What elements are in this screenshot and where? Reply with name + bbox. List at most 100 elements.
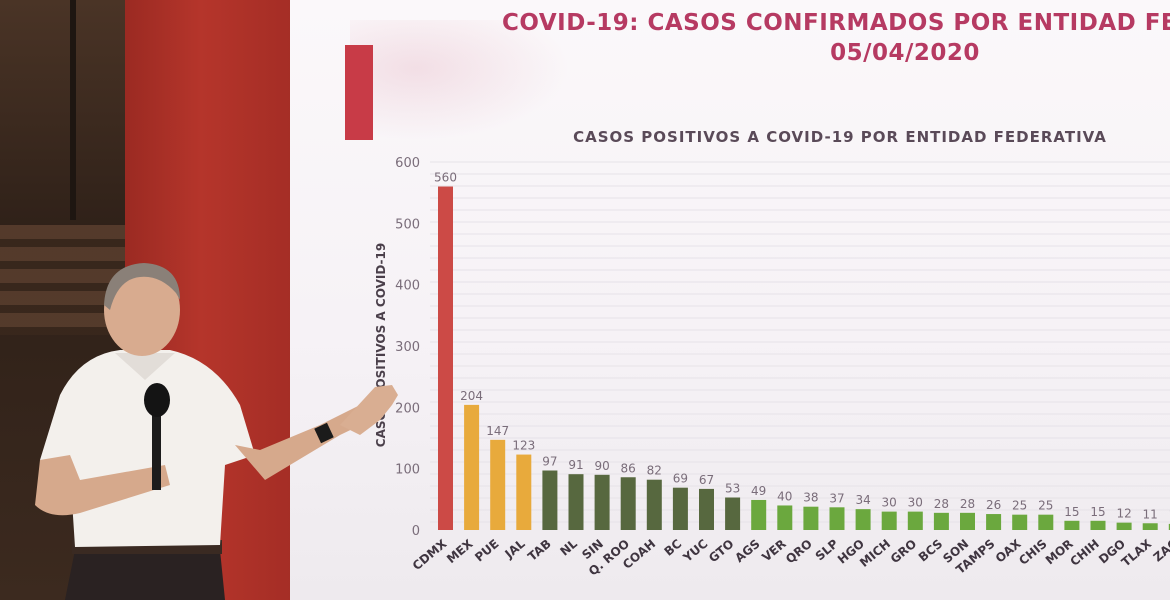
bar-value-label: 30 bbox=[882, 496, 897, 510]
bar bbox=[803, 506, 819, 530]
bar-value-label: 15 bbox=[1090, 505, 1105, 519]
bar bbox=[516, 454, 532, 530]
screen-watermark bbox=[350, 20, 570, 140]
bar bbox=[881, 511, 897, 530]
x-tick-label: ZAC bbox=[1151, 536, 1170, 564]
x-tick-label: GRO bbox=[888, 537, 919, 567]
y-tick-label: 400 bbox=[395, 279, 420, 294]
presenter-hair bbox=[104, 263, 180, 310]
bar-value-label: 34 bbox=[855, 493, 870, 507]
x-tick-label: CHIS bbox=[1016, 537, 1049, 568]
bar-value-label: 69 bbox=[673, 472, 688, 486]
x-tick-label: MEX bbox=[444, 536, 476, 566]
slide-date: 05/04/2020 bbox=[830, 40, 980, 66]
bar bbox=[1012, 514, 1028, 530]
bar bbox=[1064, 520, 1080, 530]
presenter-right-arm bbox=[235, 405, 375, 480]
presenter-shirt bbox=[40, 350, 255, 547]
bar bbox=[960, 512, 975, 530]
bar bbox=[594, 474, 610, 530]
bar bbox=[646, 479, 662, 530]
bar-value-label: 147 bbox=[486, 424, 509, 438]
bar-value-label: 28 bbox=[934, 497, 949, 511]
bar-value-label: 49 bbox=[751, 484, 766, 498]
bar bbox=[1142, 523, 1158, 530]
bar bbox=[542, 470, 558, 530]
bar bbox=[490, 439, 506, 530]
x-tick-label: YUC bbox=[680, 536, 711, 565]
y-tick-label: 600 bbox=[395, 156, 420, 171]
bar-value-label: 204 bbox=[460, 389, 483, 403]
x-tick-label: PUE bbox=[472, 537, 501, 565]
bar bbox=[672, 487, 688, 530]
bar-value-label: 25 bbox=[1012, 499, 1027, 513]
slide-title: COVID-19: CASOS CONFIRMADOS POR ENTIDAD … bbox=[502, 10, 1170, 36]
bar-value-label: 10 bbox=[1169, 508, 1170, 522]
bar-value-label: 28 bbox=[960, 497, 975, 511]
x-tick-label: QRO bbox=[783, 537, 815, 567]
bar bbox=[829, 507, 845, 530]
bar-value-label: 560 bbox=[434, 171, 457, 185]
bar bbox=[464, 404, 480, 530]
bar-value-label: 123 bbox=[512, 439, 535, 453]
bar bbox=[568, 474, 584, 530]
x-tick-label: NL bbox=[557, 536, 580, 558]
microphone-handle bbox=[152, 415, 161, 490]
presenter-collar bbox=[115, 353, 175, 380]
y-tick-label: 0 bbox=[412, 524, 420, 539]
bar bbox=[699, 488, 714, 530]
bar bbox=[1090, 520, 1106, 530]
bar bbox=[907, 511, 923, 530]
bar bbox=[725, 497, 741, 530]
microphone-head bbox=[144, 383, 170, 417]
bar-value-label: 90 bbox=[594, 459, 609, 473]
bar-value-label: 15 bbox=[1064, 505, 1079, 519]
bar-value-label: 91 bbox=[568, 458, 583, 472]
bar bbox=[933, 512, 949, 530]
bar-value-label: 40 bbox=[777, 489, 792, 503]
presenter-trousers bbox=[65, 550, 225, 600]
bar bbox=[438, 186, 453, 531]
bar bbox=[751, 499, 767, 530]
bar bbox=[986, 514, 1002, 530]
y-tick-label: 500 bbox=[395, 217, 420, 232]
bar-value-label: 38 bbox=[803, 491, 818, 505]
presenter-left-arm bbox=[35, 455, 170, 516]
x-tick-label: CHIH bbox=[1067, 537, 1102, 569]
x-tick-label: BCS bbox=[916, 537, 946, 565]
chart-title: CASOS POSITIVOS A COVID-19 POR ENTIDAD F… bbox=[573, 128, 1107, 146]
bar-value-label: 37 bbox=[829, 491, 844, 505]
presenter-head bbox=[104, 264, 180, 356]
screen-accent-bar bbox=[345, 45, 373, 140]
x-tick-label: AGS bbox=[732, 537, 762, 566]
projection-screen: COVID-19: CASOS CONFIRMADOS POR ENTIDAD … bbox=[290, 0, 1170, 600]
y-tick-label: 200 bbox=[395, 401, 420, 416]
x-tick-label: TLAX bbox=[1119, 536, 1155, 569]
y-tick-label: 100 bbox=[395, 463, 420, 478]
bar-value-label: 25 bbox=[1038, 499, 1053, 513]
bar bbox=[620, 477, 636, 530]
bar bbox=[1038, 514, 1054, 530]
x-tick-label: JAL bbox=[502, 536, 528, 561]
bar-value-label: 26 bbox=[986, 498, 1001, 512]
bar-value-label: 30 bbox=[908, 496, 923, 510]
x-tick-label: GTO bbox=[706, 537, 736, 566]
x-tick-label: MICH bbox=[857, 537, 893, 570]
x-tick-label: TAB bbox=[525, 537, 554, 564]
bar bbox=[855, 509, 871, 530]
bar-value-label: 53 bbox=[725, 481, 740, 495]
bar-value-label: 11 bbox=[1143, 507, 1158, 521]
bar-value-label: 97 bbox=[542, 455, 557, 469]
bar-value-label: 86 bbox=[621, 461, 636, 475]
presenter-hand bbox=[340, 385, 398, 435]
bar-value-label: 67 bbox=[699, 473, 714, 487]
bar bbox=[777, 505, 793, 530]
x-tick-label: VER bbox=[759, 537, 788, 565]
lamp-rod bbox=[70, 0, 76, 220]
bar-value-label: 82 bbox=[647, 464, 662, 478]
y-tick-label: 300 bbox=[395, 340, 420, 355]
bar-value-label: 12 bbox=[1116, 507, 1131, 521]
presenter-watch bbox=[314, 422, 334, 444]
bar bbox=[1116, 522, 1132, 530]
